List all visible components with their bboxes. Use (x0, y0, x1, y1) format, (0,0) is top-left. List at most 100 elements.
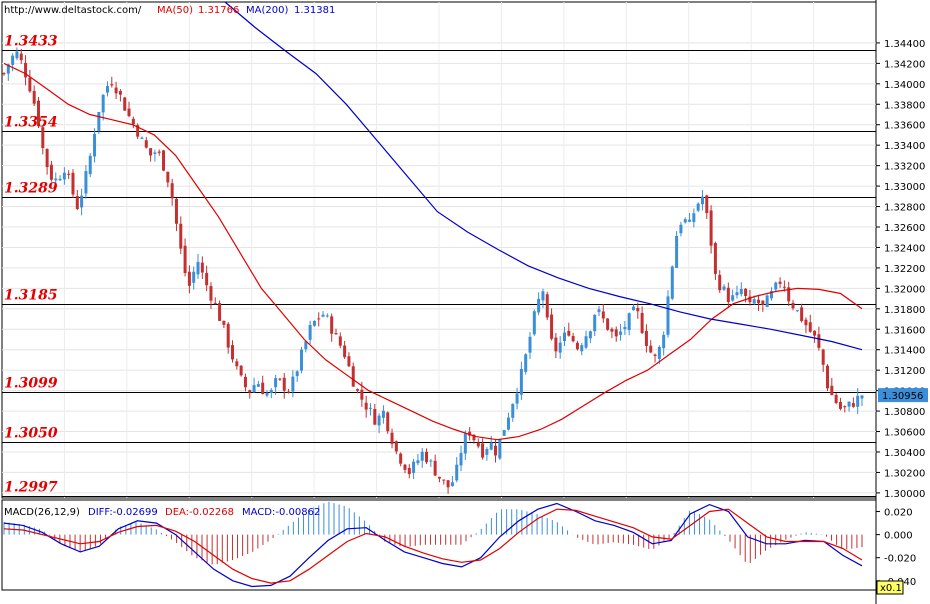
level-label: 1.3433 (4, 34, 58, 50)
candle-body (614, 329, 618, 337)
candle-body (606, 318, 610, 330)
candle-body (722, 286, 726, 290)
candle-body (653, 354, 657, 356)
candle-body (278, 378, 282, 380)
macd-label: MACD(26,12,9) (4, 507, 80, 518)
candle-body (282, 377, 286, 391)
candle-body (731, 295, 735, 301)
candle-body (347, 356, 351, 367)
candle-body (541, 291, 545, 301)
candle-body (640, 313, 644, 333)
macd-diff-line (3, 502, 863, 588)
candle-body (817, 334, 821, 348)
level-label: 1.3099 (4, 376, 58, 392)
candle-body (757, 299, 761, 304)
candle-body (45, 148, 49, 168)
candle-body (377, 415, 381, 426)
candle-body (847, 401, 851, 407)
candle-body (41, 127, 45, 149)
candle-body (860, 395, 864, 399)
candle-body (588, 331, 592, 339)
candle-body (140, 137, 144, 139)
candle-body (787, 287, 791, 302)
candle-body (364, 402, 368, 410)
candle-body (597, 309, 601, 313)
candle-body (407, 467, 411, 475)
candle-body (532, 311, 536, 335)
candle-body (368, 407, 372, 409)
candle-body (459, 452, 463, 466)
ma200-label: MA(200) (246, 5, 288, 16)
y-tick-label: 1.34200 (884, 59, 925, 70)
candle-body (183, 245, 187, 274)
y-tick-label: 1.33200 (884, 162, 925, 173)
candle-body (843, 406, 847, 408)
y-tick-label: 1.33000 (884, 182, 925, 193)
candle-body (425, 451, 429, 463)
candle-body (593, 314, 597, 332)
candle-body (726, 287, 730, 303)
candle-body (489, 442, 493, 450)
candle-body (49, 164, 53, 180)
candle-body (545, 294, 549, 318)
candle-body (200, 262, 204, 273)
candle-body (235, 361, 239, 367)
level-label: 1.3289 (4, 181, 58, 197)
candle-body (24, 62, 28, 78)
y-tick-label: 1.31200 (884, 366, 925, 377)
candle-body (136, 125, 140, 137)
candle-body (6, 64, 10, 74)
candle-body (619, 331, 623, 335)
candle-body (226, 323, 230, 348)
candle-body (670, 266, 674, 299)
candle-body (709, 210, 713, 246)
candle-body (713, 243, 717, 274)
candle-body (312, 321, 316, 326)
candle-body (649, 345, 653, 353)
ma200-line (224, 1, 863, 351)
candle-body (744, 288, 748, 297)
candle-body (821, 349, 825, 365)
candle-body (688, 219, 692, 222)
candle-body (261, 382, 265, 395)
ma50-value: 1.31766 (198, 5, 239, 16)
level-label: 1.2997 (4, 480, 58, 496)
y-tick-label: 1.33400 (884, 141, 925, 152)
candle-body (97, 112, 101, 132)
candle-body (644, 330, 648, 346)
candle-body (679, 224, 683, 234)
candle-body (274, 378, 278, 388)
candle-body (330, 316, 334, 334)
candle-body (412, 461, 416, 474)
candle-body (239, 365, 243, 376)
y-tick-label: 1.32600 (884, 223, 925, 234)
candle-body (179, 223, 183, 249)
candle-body (67, 173, 71, 175)
y-tick-label: 1.31800 (884, 305, 925, 316)
candle-body (343, 345, 347, 358)
candle-body (683, 219, 687, 223)
y-tick-label: 1.30200 (884, 468, 925, 479)
candle-body (856, 395, 860, 407)
candle-body (218, 303, 222, 321)
candle-body (519, 368, 523, 395)
candle-body (748, 296, 752, 303)
candle-body (291, 376, 295, 392)
candle-body (584, 336, 588, 348)
candle-body (105, 86, 109, 93)
y-tick-label: 1.31600 (884, 325, 925, 336)
candle-body (416, 460, 420, 464)
candle-body (222, 320, 226, 325)
candle-body (515, 393, 519, 404)
candle-body (537, 298, 541, 313)
candle-body (700, 196, 704, 205)
candle-body (851, 403, 855, 407)
candle-body (338, 336, 342, 346)
candle-body (101, 94, 105, 113)
last-price-label: 1.30956 (882, 391, 923, 402)
y-tick-label: 1.34400 (884, 39, 925, 50)
candle-body (705, 195, 709, 214)
candle-body (295, 371, 299, 377)
candle-body (334, 333, 338, 335)
candle-body (54, 178, 58, 181)
